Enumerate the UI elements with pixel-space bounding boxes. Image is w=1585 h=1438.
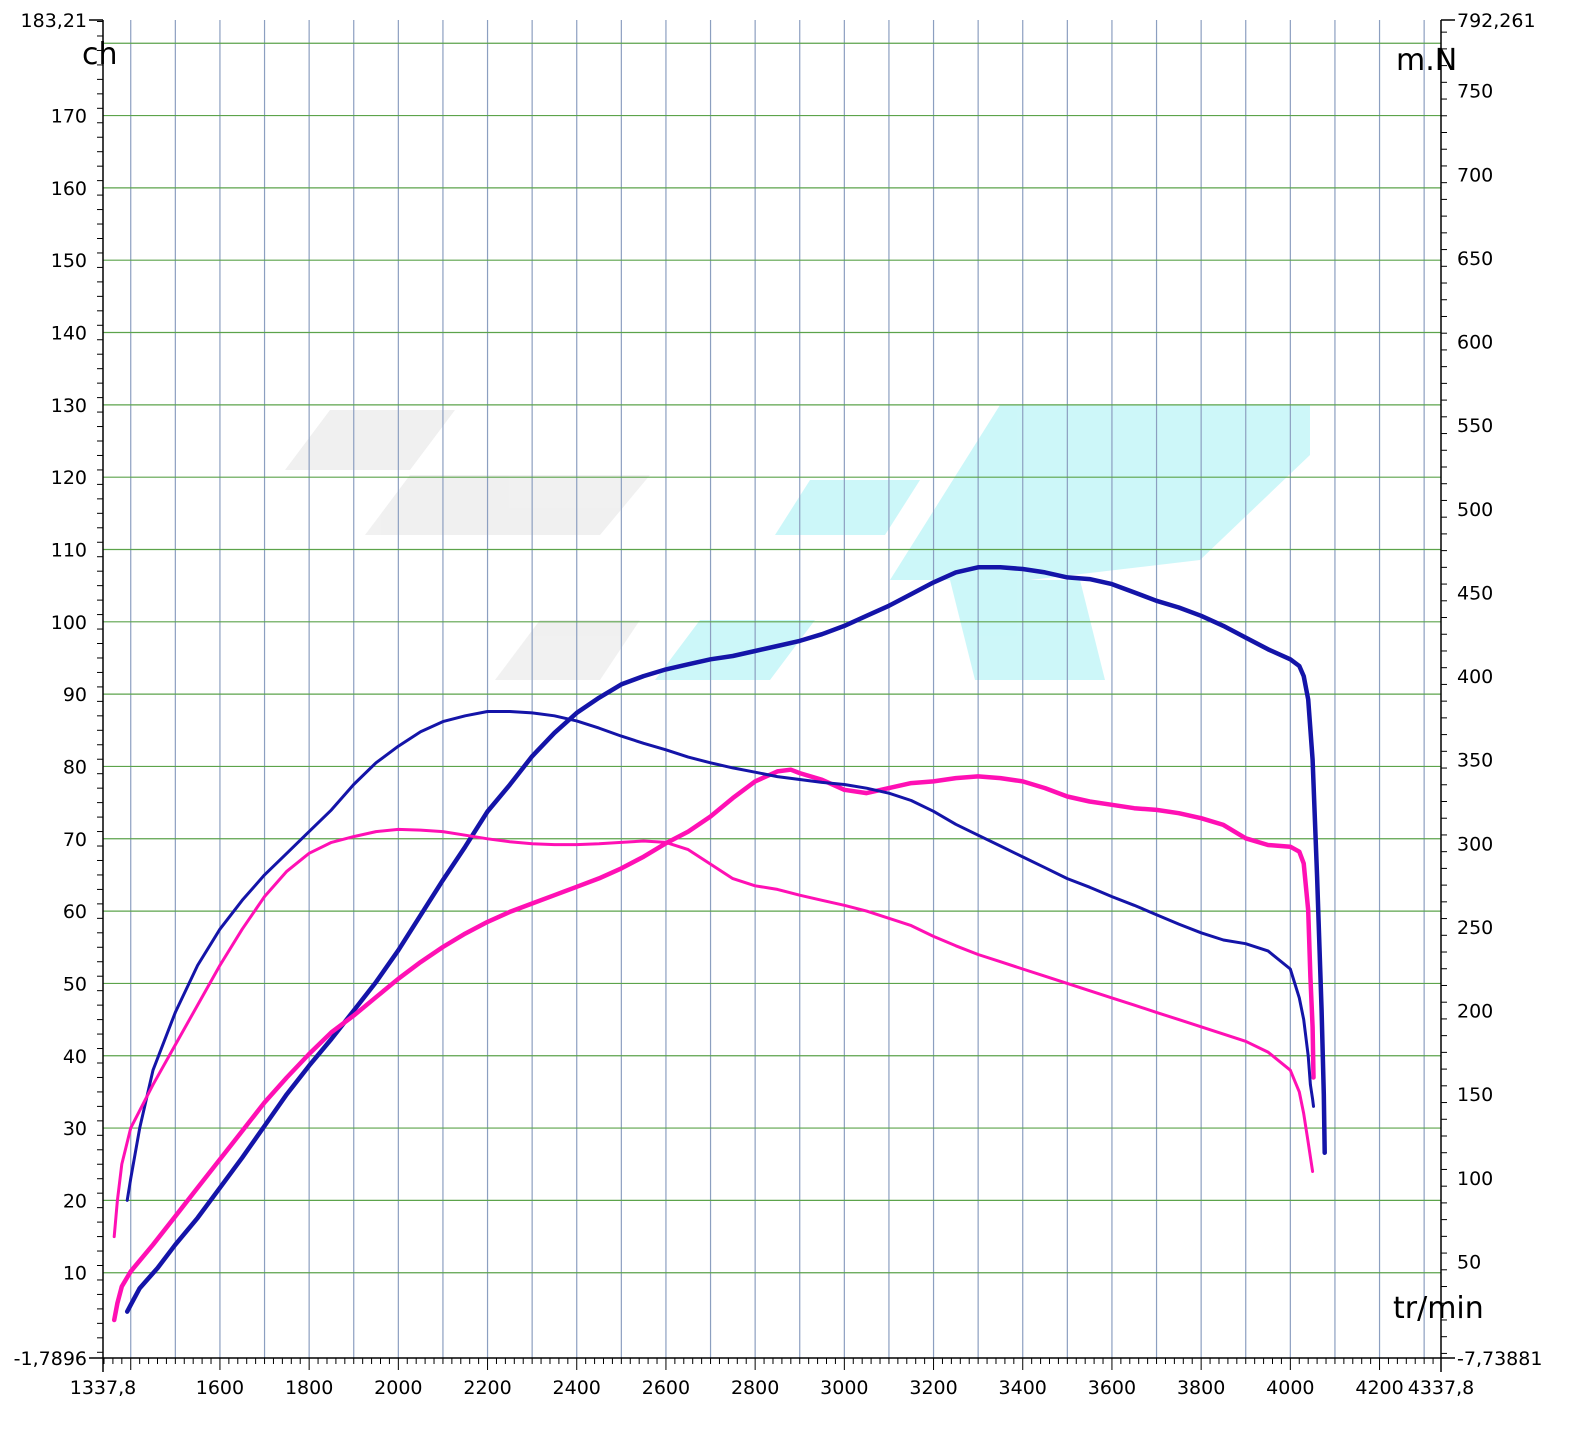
x-tick-label: 4200 (1355, 1377, 1403, 1399)
x-tick-label: 3600 (1088, 1377, 1136, 1399)
y-right-tick-label: 500 (1457, 499, 1493, 521)
series-line-3 (125, 710, 1315, 1202)
y-right-tick-label: 750 (1457, 81, 1493, 103)
x-tick-label: 2000 (374, 1377, 422, 1399)
y-right-tick-label: 150 (1457, 1084, 1493, 1106)
y-left-tick-label: 90 (63, 684, 87, 706)
y-right-unit-label: m.N (1396, 43, 1458, 78)
series-line-2 (111, 767, 1316, 1323)
grid (103, 20, 1441, 1358)
y-left-tick-label: 10 (63, 1263, 87, 1285)
plot-frame (102, 20, 1442, 1359)
y-left-tick-label: 50 (63, 973, 87, 995)
x-tick-label: 4337,8 (1408, 1377, 1474, 1399)
x-unit-label: tr/min (1393, 1291, 1484, 1326)
y-right-tick-label: -7,73881 (1457, 1348, 1542, 1370)
x-tick-label: 3000 (820, 1377, 868, 1399)
y-left-unit-label: ch (82, 37, 118, 72)
y-right-tick-label: 600 (1457, 332, 1493, 354)
curves (111, 565, 1327, 1323)
y-right-tick-label: 350 (1457, 750, 1493, 772)
y-left-tick-label: 30 (63, 1118, 87, 1140)
y-left-tick-label: 140 (51, 323, 87, 345)
x-tick-label: 3400 (999, 1377, 1047, 1399)
y-right-tick-label: 700 (1457, 164, 1493, 186)
y-left-tick-label: -1,7896 (14, 1348, 87, 1370)
y-right-tick-label: 650 (1457, 248, 1493, 270)
y-left-tick-label: 130 (51, 395, 87, 417)
x-tick-label: 2800 (731, 1377, 779, 1399)
y-right-tick-label: 792,261 (1457, 10, 1536, 32)
x-tick-label: 2400 (553, 1377, 601, 1399)
y-left-tick-label: 160 (51, 178, 87, 200)
x-tick-label: 3800 (1177, 1377, 1225, 1399)
y-left-tick-label: 60 (63, 901, 87, 923)
y-right-tick-label: 50 (1457, 1251, 1481, 1273)
y-axis-right: -7,73881 50 100 150 200 250 300 350 400 450 500 550… (1441, 10, 1542, 1370)
y-left-tick-label: 170 (51, 106, 87, 128)
y-right-tick-label: 400 (1457, 666, 1493, 688)
y-right-tick-label: 550 (1457, 415, 1493, 437)
y-left-tick-label: 183,21 (21, 10, 87, 32)
y-right-tick-label: 300 (1457, 833, 1493, 855)
y-left-tick-label: 100 (51, 612, 87, 634)
x-tick-label: 4000 (1266, 1377, 1314, 1399)
x-tick-label: 2600 (642, 1377, 690, 1399)
x-tick-label: 2200 (463, 1377, 511, 1399)
y-right-tick-label: 250 (1457, 917, 1493, 939)
y-left-tick-label: 70 (63, 829, 87, 851)
x-tick-label: 3200 (909, 1377, 957, 1399)
x-tick-label: 1337,8 (70, 1377, 136, 1399)
y-right-tick-label: 450 (1457, 582, 1493, 604)
watermark-logo (285, 405, 1310, 680)
y-left-tick-label: 80 (63, 756, 87, 778)
y-left-tick-label: 120 (51, 467, 87, 489)
series-line-4 (112, 827, 1315, 1239)
y-left-tick-label: 20 (63, 1190, 87, 1212)
series-line-1 (124, 565, 1327, 1314)
y-left-tick-label: 150 (51, 250, 87, 272)
y-right-tick-label: 200 (1457, 1001, 1493, 1023)
y-left-tick-label: 40 (63, 1046, 87, 1068)
x-axis: 1337,8 1600 1800 2000 2200 2400 2600 2800 3000 32… (70, 1358, 1474, 1399)
y-left-tick-label: 110 (51, 539, 87, 561)
y-axis-left: -1,7896 10 20 30 40 50 60 70 80 90 100 110 120 130 140… (14, 10, 103, 1370)
x-tick-label: 1600 (196, 1377, 244, 1399)
x-tick-label: 1800 (285, 1377, 333, 1399)
y-right-tick-label: 100 (1457, 1168, 1493, 1190)
